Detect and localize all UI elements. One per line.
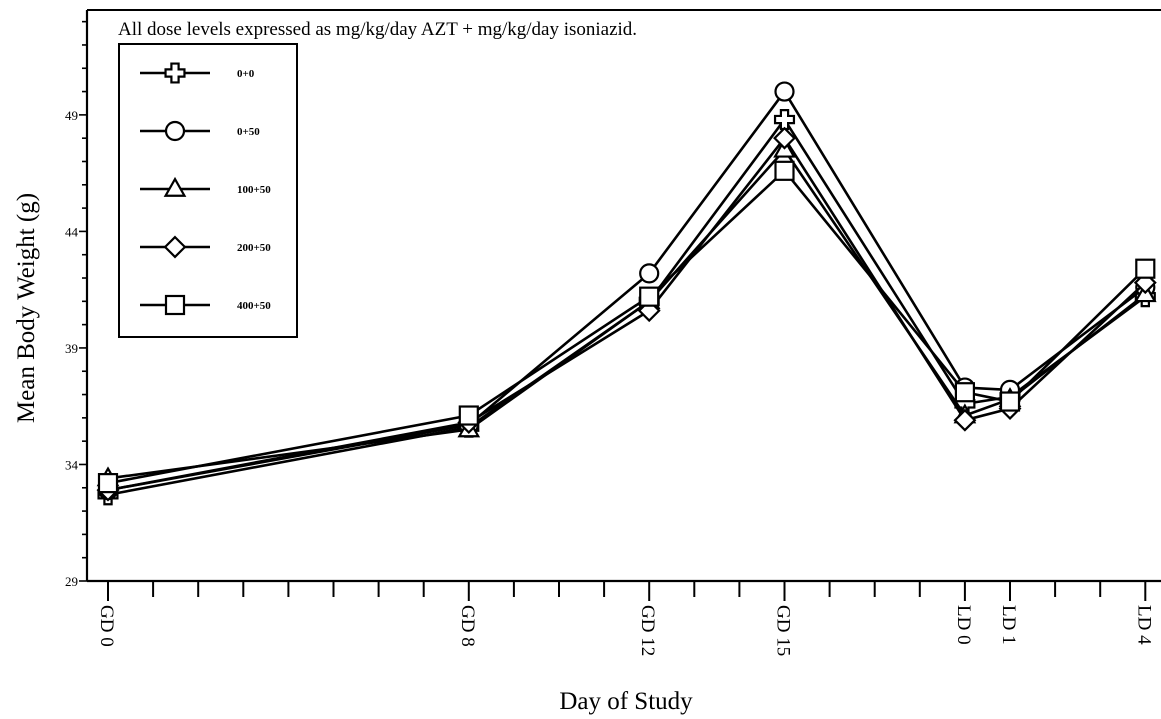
y-tick-label: 49 <box>65 108 78 123</box>
legend-label: 100+50 <box>237 184 271 196</box>
data-point <box>1133 271 1157 295</box>
data-point <box>999 391 1021 412</box>
data-point <box>774 160 795 181</box>
x-tick-label: LD 0 <box>953 605 974 645</box>
legend-item: 200+50 <box>140 235 271 259</box>
x-axis-title: Day of Study <box>559 688 693 715</box>
y-axis-title: Mean Body Weight (g) <box>13 193 40 423</box>
y-ticks: 29 34 39 44 49 <box>65 20 87 589</box>
legend-item: 400+50 <box>140 294 271 316</box>
series-layer <box>96 81 1157 506</box>
y-tick-label: 44 <box>65 224 79 239</box>
legend-label: 0+50 <box>237 126 260 138</box>
legend-item: 100+50 <box>140 176 271 197</box>
data-point <box>97 473 119 494</box>
x-tick-label: GD 8 <box>457 605 478 647</box>
y-tick-label: 29 <box>65 574 78 589</box>
legend: 0+0 0+50 100+50 200+50 400+50 <box>118 43 298 338</box>
axes <box>85 9 1161 583</box>
data-point <box>1135 258 1156 279</box>
legend-label: 400+50 <box>237 300 271 312</box>
data-point <box>639 263 660 284</box>
legend-marker <box>164 62 186 84</box>
x-tick-label: LD 1 <box>998 605 1019 645</box>
data-point <box>773 108 796 131</box>
x-ticks: GD 0 GD 8 GD 12 GD 15 LD 0 LD 1 LD 4 <box>96 581 1154 656</box>
legend-marker <box>163 235 187 259</box>
x-tick-label: GD 15 <box>773 605 794 656</box>
legend-marker <box>164 294 186 316</box>
data-point <box>953 408 977 432</box>
legend-item: 0+50 <box>140 120 260 142</box>
series-400+50 <box>97 160 1156 494</box>
x-tick-label: GD 0 <box>96 605 117 647</box>
data-point <box>458 405 479 426</box>
data-point <box>774 81 795 102</box>
legend-label: 0+0 <box>237 68 255 80</box>
y-tick-label: 39 <box>65 341 78 356</box>
x-tick-label: LD 4 <box>1133 605 1154 645</box>
legend-marker <box>164 120 186 142</box>
legend-item: 0+0 <box>140 62 255 84</box>
legend-marker <box>163 176 187 197</box>
x-tick-label: GD 12 <box>637 605 658 656</box>
data-point <box>639 286 660 307</box>
data-point <box>773 126 796 150</box>
legend-box <box>118 43 298 338</box>
y-tick-label: 34 <box>65 457 79 472</box>
legend-label: 200+50 <box>237 242 271 254</box>
dose-annotation: All dose levels expressed as mg/kg/day A… <box>118 19 637 40</box>
data-point <box>954 382 976 403</box>
